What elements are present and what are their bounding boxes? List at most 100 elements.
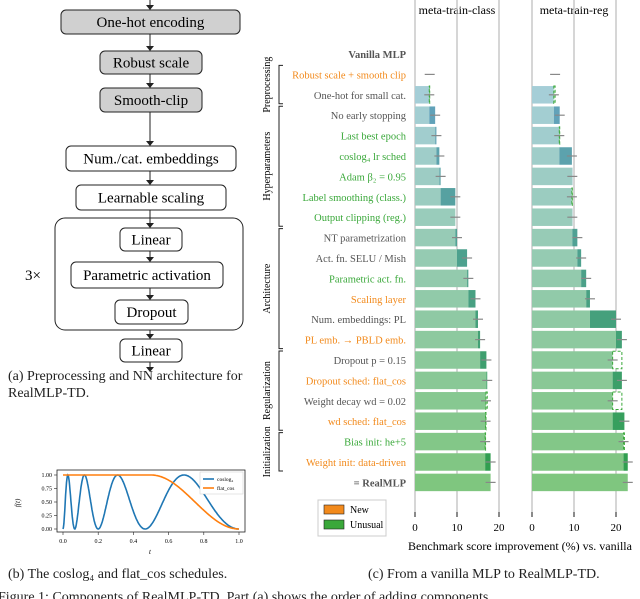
- diagram-box-label: One-hot encoding: [97, 15, 205, 31]
- row-label: = RealMLP: [354, 478, 407, 489]
- bar-increment: [440, 188, 456, 206]
- diagram-box-label: Linear: [131, 233, 170, 249]
- group-bracket: [278, 64, 283, 105]
- arrow-head: [146, 83, 154, 88]
- y-tick-label: 0.00: [42, 527, 53, 533]
- diagram-box: [60, 9, 241, 35]
- bar: [532, 453, 624, 471]
- row-label: Act. fn. SELU / Mish: [316, 254, 407, 265]
- bar-increment: [559, 147, 572, 165]
- diagram-box-label: Smooth-clip: [114, 93, 188, 109]
- y-axis-label: f(t): [14, 498, 22, 507]
- legend-label: New: [350, 505, 370, 516]
- bar: [532, 269, 582, 288]
- row-label: Weight decay wd = 0.02: [304, 397, 406, 408]
- row-label: Weight init: data-driven: [306, 458, 407, 469]
- row-label: Num. embeddings: PL: [311, 315, 406, 326]
- diagram-box: [99, 50, 203, 75]
- diagram-box: [65, 145, 237, 172]
- row-label: Robust scale + smooth clip: [292, 70, 406, 81]
- diagram-box: [99, 87, 203, 113]
- series-line-flat-cos: [63, 474, 239, 530]
- y-tick-label: 0.25: [42, 514, 53, 520]
- diagram-box: [70, 261, 224, 289]
- bar-increment: [457, 249, 468, 267]
- caption-c: (c) From a vanilla MLP to RealMLP-TD.: [368, 567, 600, 582]
- bar: [415, 432, 486, 451]
- bar: [415, 126, 436, 145]
- arrow-head: [146, 295, 154, 300]
- diagram-box-label: Robust scale: [113, 56, 190, 72]
- arrow-head: [146, 223, 154, 228]
- group-bracket: [278, 105, 283, 227]
- bar: [415, 147, 437, 165]
- x-tick-label: 0.4: [130, 539, 138, 545]
- bar: [415, 106, 430, 124]
- row-label: Scaling layer: [351, 295, 407, 306]
- group-bracket: [278, 350, 283, 431]
- x-axis-label: t: [149, 548, 152, 556]
- diagram-box-label: Learnable scaling: [98, 191, 205, 207]
- group-bracket: [278, 228, 283, 350]
- bar: [415, 86, 430, 104]
- x-axis-label: Benchmark score improvement (%) vs. vani…: [408, 539, 633, 553]
- bar: [415, 310, 476, 328]
- group-label: Hyperparameters: [262, 132, 273, 201]
- bar: [415, 453, 486, 471]
- plot-frame: [56, 469, 246, 533]
- bar: [532, 188, 572, 206]
- bar: [532, 473, 628, 492]
- arrow-head: [146, 5, 154, 10]
- group-label: Preprocessing: [262, 57, 273, 113]
- row-label: coslog₄ lr sched: [339, 152, 406, 163]
- row-label: Adam β₂ = 0.95: [339, 172, 406, 183]
- bar: [532, 208, 572, 226]
- bar: [415, 228, 456, 247]
- row-label: Parametric act. fn.: [329, 274, 406, 285]
- bar: [415, 412, 486, 430]
- bar: [415, 269, 468, 288]
- series-line-coslog4: [62, 473, 239, 531]
- row-label: Dropout sched: flat_cos: [306, 376, 406, 387]
- x-tick-label: 1.0: [235, 539, 243, 545]
- row-label: Label smoothing (class.): [302, 193, 406, 204]
- bar: [532, 351, 613, 369]
- bar: [415, 351, 481, 369]
- row-label: Vanilla MLP: [348, 50, 406, 61]
- bar: [415, 290, 469, 308]
- bar: [415, 208, 456, 226]
- row-label: Bias init: he+5: [344, 438, 406, 449]
- bar: [532, 371, 613, 390]
- bar: [532, 412, 613, 430]
- legend-label: Unusual: [350, 520, 384, 531]
- x-tick-label: 0.8: [200, 539, 208, 545]
- bar-increment: [612, 412, 625, 430]
- bar: [415, 392, 486, 410]
- diagram-box-label: Num./cat. embeddings: [83, 152, 219, 168]
- diagram-box: [75, 184, 227, 211]
- bar: [532, 126, 560, 145]
- bar: [532, 392, 613, 410]
- diagram-box-label: Parametric activation: [83, 268, 211, 284]
- row-label: PL emb. → PBLD emb.: [305, 336, 406, 347]
- bar: [532, 330, 616, 349]
- bar: [532, 147, 560, 165]
- row-label: Last best epoch: [341, 132, 407, 143]
- legend-label: coslog₄: [217, 477, 233, 483]
- bar: [532, 310, 590, 328]
- row-label: wd sched: flat_cos: [328, 417, 406, 428]
- figure-caption: Figure 1: Components of RealMLP-TD. Part…: [0, 590, 503, 599]
- y-tick-label: 0.75: [42, 487, 53, 493]
- group-label: Architecture: [262, 263, 273, 314]
- row-label: One-hot for small cat.: [314, 91, 406, 102]
- x-tick-label: 10: [569, 522, 581, 534]
- caption-b: (b) The coslog₄ and flat_cos schedules.: [8, 567, 228, 582]
- bar: [532, 432, 624, 451]
- bar: [532, 106, 554, 124]
- group-label: Initialization: [262, 426, 273, 477]
- bar: [415, 167, 440, 186]
- row-label: No early stopping: [331, 111, 407, 122]
- x-tick-label: 0.2: [94, 539, 102, 545]
- caption-a: (a) Preprocessing and NN architecture fo…: [8, 369, 243, 401]
